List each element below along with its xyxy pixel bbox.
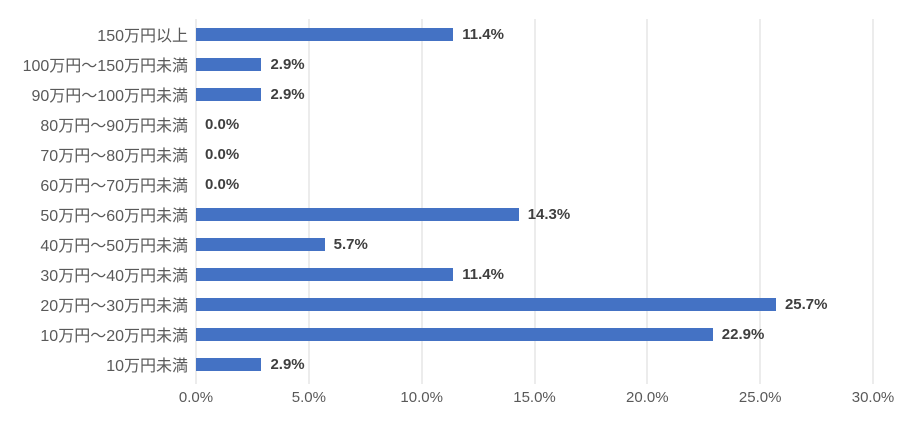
bar [196, 237, 325, 251]
x-tick-label: 20.0% [626, 389, 669, 406]
bar-row: 0.0% [196, 169, 873, 199]
bar [196, 57, 262, 71]
bar-value-label: 11.4% [462, 265, 504, 283]
bar-row: 11.4% [196, 19, 873, 49]
bar-row: 2.9% [196, 349, 873, 379]
bar-value-label: 0.0% [205, 145, 240, 163]
category-label: 60万円～70万円未満 [40, 178, 188, 195]
bar [196, 357, 262, 371]
gridline [534, 19, 535, 384]
gridline [421, 19, 423, 384]
gridline [872, 19, 874, 384]
x-tick-label: 15.0% [513, 389, 556, 406]
bar [196, 327, 713, 341]
bar-value-label: 22.9% [721, 325, 765, 343]
category-axis-labels: 150万円以上 100万円～150万円未満 90万円～100万円未満 80万円～90万… [0, 19, 188, 379]
x-tick-label: 30.0% [851, 389, 895, 406]
x-tick-label: 5.0% [291, 389, 326, 406]
category-label: 150万円以上 [97, 28, 188, 45]
bar [196, 207, 519, 221]
bar-value-label: 2.9% [270, 355, 305, 373]
bar-row: 5.7% [196, 229, 873, 259]
category-label: 80万円～90万円未満 [40, 118, 188, 135]
bar [196, 267, 454, 281]
category-label: 90万円～100万円未満 [31, 88, 189, 105]
category-label: 20万円～30万円未満 [40, 298, 188, 315]
bar-row: 11.4% [196, 259, 873, 289]
plot-area: 11.4% 2.9% 2.9% 0.0% 0.0% 0.0% 14.3% 5.7% 11.4% 2… [195, 19, 874, 384]
value-axis-labels: 0.0% 5.0% 10.0% 15.0% 20.0% 25.0% 30.0% [179, 389, 894, 411]
bar-value-label: 2.9% [270, 85, 305, 103]
category-label: 40万円～50万円未満 [40, 238, 188, 255]
bar-row: 25.7% [196, 289, 873, 319]
bar-row: 14.3% [196, 199, 873, 229]
category-label: 100万円～150万円未満 [22, 58, 188, 75]
bar-row: 0.0% [196, 139, 873, 169]
bar-value-label: 11.4% [462, 25, 504, 43]
gridline [308, 19, 310, 384]
bar [196, 27, 454, 41]
bar-value-label: 5.7% [333, 235, 368, 253]
bar [196, 297, 776, 311]
category-label: 10万円～20万円未満 [40, 328, 188, 345]
bar-row: 22.9% [196, 319, 873, 349]
gridline [759, 19, 761, 384]
category-label: 30万円～40万円未満 [40, 268, 188, 285]
bar-value-label: 0.0% [205, 175, 240, 193]
bar-row: 0.0% [196, 109, 873, 139]
category-label: 50万円～60万円未満 [40, 208, 188, 225]
bar-rows: 11.4% 2.9% 2.9% 0.0% 0.0% 0.0% 14.3% 5.7% 11.4% 2… [196, 19, 873, 379]
x-tick-label: 10.0% [400, 389, 443, 406]
gridline [646, 19, 648, 384]
category-label: 10万円未満 [106, 358, 188, 375]
bar-value-label: 14.3% [527, 205, 571, 223]
bar [196, 87, 262, 101]
category-label: 70万円～80万円未満 [40, 148, 188, 165]
bar-value-label: 25.7% [784, 295, 828, 313]
bar-row: 2.9% [196, 79, 873, 109]
gridline [195, 19, 197, 384]
bar-value-label: 0.0% [205, 115, 240, 133]
bar-row: 2.9% [196, 49, 873, 79]
x-tick-label: 0.0% [178, 389, 214, 406]
bar-value-label: 2.9% [270, 55, 305, 73]
x-tick-label: 25.0% [738, 389, 782, 406]
